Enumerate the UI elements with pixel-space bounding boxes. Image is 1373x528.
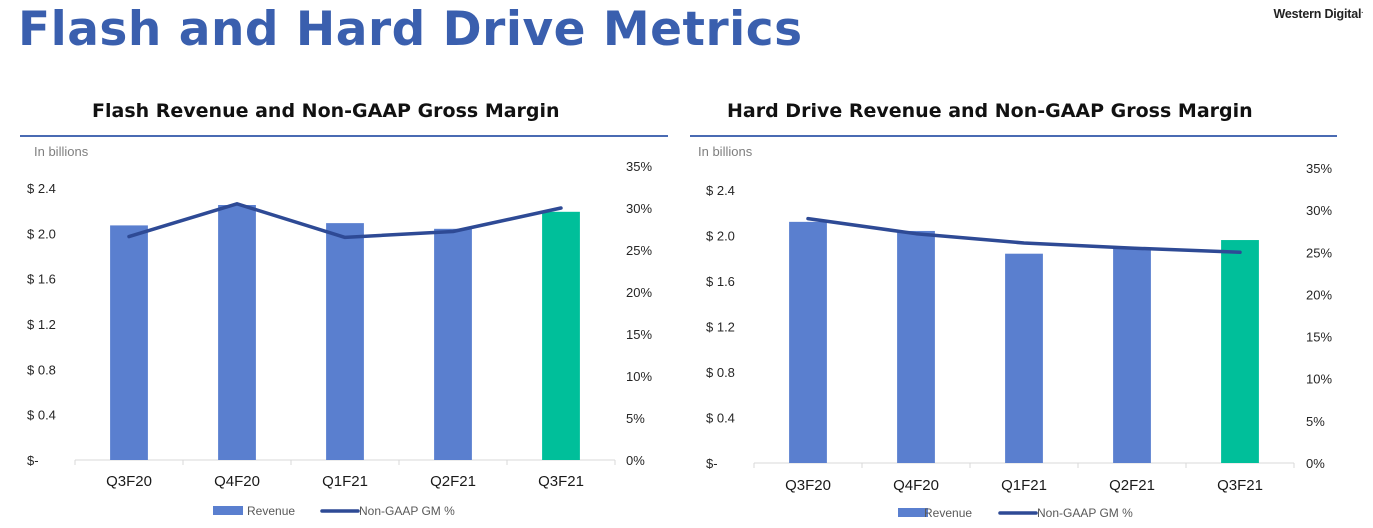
hdd-gross-margin-line <box>806 216 1242 255</box>
flash-revenue-chart: In billions $- $ 0.4 $ 0.8 $ 1.2 $ 1.6 $ 2.0 $ … <box>27 144 652 518</box>
flash-right-tick-label: 25% <box>626 243 652 258</box>
flash-left-tick-label: $ 0.8 <box>27 362 56 377</box>
hdd-revenue-bar-q3f21 <box>1221 240 1259 463</box>
flash-right-tick-label: 0% <box>626 453 645 468</box>
hdd-revenue-chart: In billions $- $ 0.4 $ 0.8 $ 1.2 $ 1.6 $ 2.0 $ … <box>698 144 1332 520</box>
hdd-left-tick-label: $ 0.4 <box>706 411 735 426</box>
hdd-left-tick-label: $- <box>706 456 718 471</box>
flash-category-label: Q4F20 <box>214 473 260 490</box>
hdd-right-tick-label: 20% <box>1306 287 1332 302</box>
flash-revenue-bar-q3f21 <box>542 211 580 460</box>
hdd-category-label: Q1F21 <box>1001 477 1047 494</box>
flash-unit-label: In billions <box>34 144 89 159</box>
flash-revenue-bar-q4f20 <box>218 205 256 460</box>
page-title: Flash and Hard Drive Metrics <box>18 2 803 57</box>
hdd-category-label: Q4F20 <box>893 477 939 494</box>
flash-category-label: Q1F21 <box>322 473 368 490</box>
hdd-chart-title: Hard Drive Revenue and Non-GAAP Gross Ma… <box>727 100 1253 122</box>
hdd-title-rule <box>690 135 1337 137</box>
flash-revenue-bar-q3f20 <box>110 225 148 460</box>
flash-left-tick-label: $ 0.4 <box>27 408 56 423</box>
flash-legend-revenue-swatch <box>213 506 243 515</box>
flash-title-rule <box>20 135 668 137</box>
flash-category-label: Q3F21 <box>538 473 584 490</box>
flash-left-tick-label: $ 2.0 <box>27 226 56 241</box>
flash-chart-title: Flash Revenue and Non-GAAP Gross Margin <box>92 100 560 122</box>
flash-left-tick-label: $ 1.6 <box>27 272 56 287</box>
hdd-right-tick-label: 25% <box>1306 245 1332 260</box>
hdd-right-tick-label: 0% <box>1306 456 1325 471</box>
brand-name: Western Digital <box>1273 7 1362 21</box>
hdd-category-label: Q2F21 <box>1109 477 1155 494</box>
hdd-unit-label: In billions <box>698 144 753 159</box>
flash-gross-margin-line <box>127 202 563 240</box>
flash-category-label: Q2F21 <box>430 473 476 490</box>
hdd-legend-revenue-swatch <box>898 508 928 517</box>
flash-right-tick-label: 5% <box>626 411 645 426</box>
hdd-revenue-bar-q2f21 <box>1113 248 1151 463</box>
hdd-legend-revenue-label: Revenue <box>924 506 972 520</box>
flash-left-tick-label: $ 1.2 <box>27 317 56 332</box>
hdd-revenue-bar-q4f20 <box>897 230 935 463</box>
hdd-revenue-bar-q1f21 <box>1005 253 1043 463</box>
hdd-left-tick-label: $ 0.8 <box>706 365 735 380</box>
brand-logo: Western Digital. <box>1273 7 1363 21</box>
flash-right-tick-label: 30% <box>626 201 652 216</box>
hdd-category-label: Q3F20 <box>785 477 831 494</box>
hdd-right-tick-label: 15% <box>1306 330 1332 345</box>
flash-left-tick-label: $ 2.4 <box>27 181 56 196</box>
hdd-left-tick-label: $ 1.6 <box>706 274 735 289</box>
hdd-left-tick-label: $ 2.4 <box>706 183 735 198</box>
hdd-left-tick-label: $ 2.0 <box>706 229 735 244</box>
hdd-right-tick-label: 30% <box>1306 203 1332 218</box>
hdd-category-label: Q3F21 <box>1217 477 1263 494</box>
flash-legend-gm-label: Non-GAAP GM % <box>359 504 455 518</box>
hdd-right-tick-label: 5% <box>1306 414 1325 429</box>
flash-legend-revenue-label: Revenue <box>247 504 295 518</box>
hdd-right-tick-label: 10% <box>1306 372 1332 387</box>
flash-revenue-bar-q2f21 <box>434 228 472 460</box>
hdd-right-tick-label: 35% <box>1306 161 1332 176</box>
flash-right-tick-label: 20% <box>626 285 652 300</box>
flash-right-tick-label: 15% <box>626 327 652 342</box>
flash-left-tick-label: $- <box>27 453 39 468</box>
flash-revenue-bar-q1f21 <box>326 223 364 460</box>
hdd-left-tick-label: $ 1.2 <box>706 320 735 335</box>
hdd-revenue-bar-q3f20 <box>789 221 827 463</box>
flash-category-label: Q3F20 <box>106 473 152 490</box>
flash-right-tick-label: 35% <box>626 159 652 174</box>
hdd-legend-gm-label: Non-GAAP GM % <box>1037 506 1133 520</box>
brand-mark: . <box>1361 7 1363 15</box>
flash-right-tick-label: 10% <box>626 369 652 384</box>
